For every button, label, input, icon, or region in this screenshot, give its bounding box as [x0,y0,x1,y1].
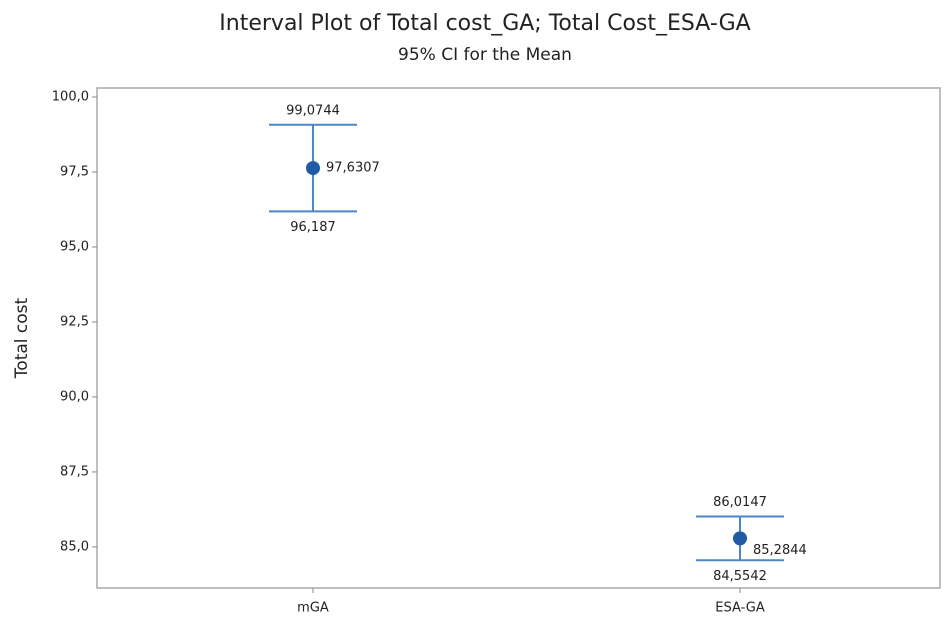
upper-label: 99,0744 [286,103,340,118]
y-tick-label: 100,0 [52,89,89,104]
y-tick-label: 87,5 [60,464,89,479]
y-tick-label: 85,0 [60,539,89,554]
y-tick-label: 95,0 [60,239,89,254]
lower-label: 96,187 [290,220,336,235]
lower-label: 84,5542 [713,569,767,584]
mean-marker [306,161,320,176]
mean-marker [733,531,747,546]
plot-frame [96,87,941,589]
mean-label: 85,2844 [753,543,807,558]
y-tick-label: 97,5 [60,164,89,179]
chart-subtitle: 95% CI for the Mean [398,45,572,65]
y-tick-label: 90,0 [60,389,89,404]
x-tick-label: ESA-GA [715,601,765,616]
mean-label: 97,6307 [326,161,380,176]
upper-label: 86,0147 [713,495,767,510]
y-axis-title: Total cost [12,297,32,379]
y-tick-label: 92,5 [60,314,89,329]
chart-title: Interval Plot of Total cost_GA; Total Co… [219,11,750,36]
x-tick-label: mGA [297,601,329,616]
